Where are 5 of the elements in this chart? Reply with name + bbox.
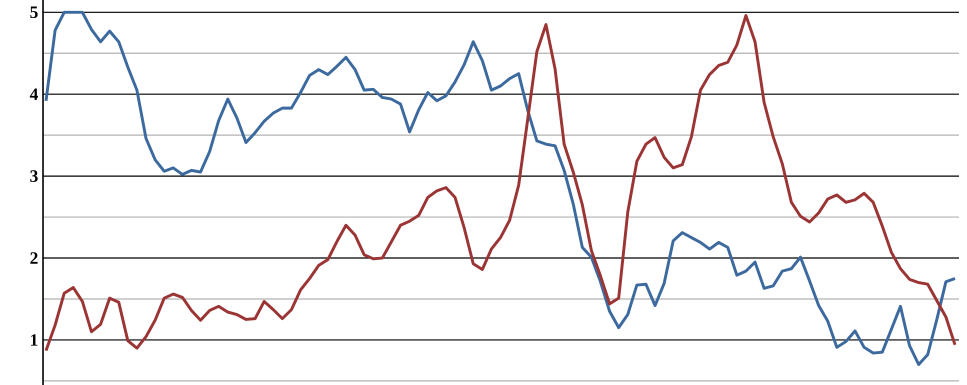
y-tick-label: 5 [30,6,38,18]
y-tick-label: 4 [30,88,38,100]
y-tick-label: 1 [31,334,38,346]
y-tick-label: 3 [30,170,38,182]
y-tick-label: 2 [30,252,38,264]
